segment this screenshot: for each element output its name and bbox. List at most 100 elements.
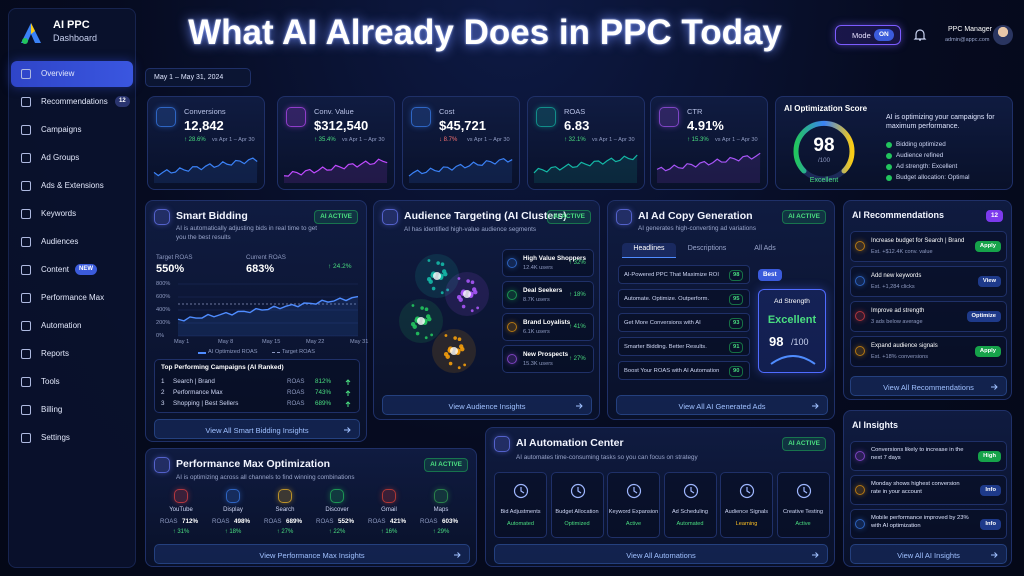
recommendation: Increase budget for Search | Brand Est. +… — [850, 231, 1007, 262]
headline-row: AI-Powered PPC That Maximize ROI 98 — [618, 265, 750, 284]
check-dot — [886, 175, 892, 181]
segment: High Value Shoppers 12.4K users ↑ 32% — [502, 249, 594, 277]
decoration — [576, 487, 581, 494]
kpi-value: 12,842 — [184, 118, 224, 133]
button[interactable]: View All Automations — [494, 544, 828, 564]
campaign-name: Performance Max — [173, 389, 223, 396]
legend-swatch — [272, 352, 280, 353]
decoration — [683, 483, 698, 499]
nav-item[interactable]: Billing — [11, 397, 133, 423]
tab[interactable]: All Ads — [754, 245, 776, 252]
campaign-name: Shopping | Best Sellers — [173, 400, 239, 407]
check-item: Audience refined — [896, 152, 944, 159]
nav-item[interactable]: Keywords — [11, 201, 133, 227]
insight: Monday shows highest conversion rate in … — [850, 475, 1007, 505]
nav-item[interactable]: Content NEW — [11, 257, 133, 283]
nav-item[interactable]: Settings — [11, 425, 133, 451]
decoration — [415, 331, 420, 336]
decoration — [457, 337, 462, 342]
recommendation: Add new keywords Est. +1,284 clicks View — [850, 266, 1007, 297]
rec-action[interactable]: View — [977, 276, 1001, 287]
avatar — [993, 25, 1013, 45]
panel-title: AI Ad Copy Generation — [638, 210, 753, 222]
decoration — [812, 552, 819, 558]
nav-item[interactable]: Ad Groups — [11, 145, 133, 171]
channel-roas: 603% — [442, 518, 459, 525]
check-item: Bidding optimized — [896, 141, 946, 148]
task-icon — [796, 483, 811, 499]
campaign-roas: 812% — [315, 378, 332, 385]
panel-description: AI is optimizing across all channels to … — [176, 474, 355, 481]
mode-toggle[interactable]: Mode ON — [835, 25, 901, 45]
kpi-compare: vs Apr 1 – Apr 30 — [212, 137, 255, 143]
kpi-change: ↑ 15.3% — [687, 137, 709, 143]
date-picker[interactable]: May 1 – May 31, 2024 — [145, 68, 251, 87]
arrow-icon — [454, 552, 461, 558]
button[interactable]: View All AI Insights — [850, 544, 1007, 564]
nav-item[interactable]: Reports — [11, 341, 133, 367]
y-axis-label: 600% — [156, 294, 171, 300]
decoration — [430, 333, 434, 337]
nav-item[interactable]: Automation — [11, 313, 133, 339]
icon — [855, 451, 865, 461]
legend-swatch — [198, 352, 206, 354]
channel-roas: 498% — [234, 518, 251, 525]
rec-action[interactable]: Apply — [974, 346, 1001, 357]
button[interactable]: View Audience Insights — [382, 395, 592, 415]
decoration — [178, 296, 358, 336]
nav-icon — [21, 181, 31, 191]
button[interactable]: View All AI Generated Ads — [616, 395, 828, 415]
nav-item[interactable]: Recommendations 12 — [11, 89, 133, 115]
decoration — [453, 336, 457, 340]
headline-score: 95 — [729, 294, 744, 305]
nav-item[interactable]: Audiences — [11, 229, 133, 255]
nav-label: Overview — [41, 69, 75, 78]
icon — [855, 276, 865, 286]
kpi-compare: vs Apr 1 – Apr 30 — [467, 137, 510, 143]
channel-change: ↑ 22% — [328, 529, 346, 535]
nav-label: Campaigns — [41, 125, 82, 134]
segment: New Prospects 15.3K users ↑ 27% — [502, 345, 594, 373]
headline-row: Automate. Optimize. Outperform. 95 — [618, 289, 750, 308]
rec-detail: 3 ads below average — [871, 319, 923, 325]
icon — [278, 489, 292, 503]
nav-item[interactable]: Performance Max — [11, 285, 133, 311]
rec-action[interactable]: Apply — [974, 241, 1001, 252]
button[interactable]: View All Recommendations — [850, 376, 1007, 396]
rec-detail: Est. +1,284 clicks — [871, 284, 915, 290]
toggle: ON — [874, 29, 894, 41]
brand-subtitle: Dashboard — [53, 33, 98, 43]
icon — [382, 489, 396, 503]
brand: AI PPC — [53, 19, 90, 31]
insights-panel: AI Insights Conversions likely to increas… — [843, 410, 1012, 567]
nav-item[interactable]: Ads & Extensions — [11, 173, 133, 199]
decoration — [424, 307, 429, 312]
icon — [286, 107, 306, 127]
nav-item[interactable]: Overview — [11, 61, 133, 87]
tab[interactable]: Descriptions — [687, 245, 727, 252]
nav-icon — [21, 153, 31, 163]
segment: Deal Seekers 8.7K users ↑ 18% — [502, 281, 594, 309]
channel-name: Maps — [433, 507, 449, 513]
icon — [659, 107, 679, 127]
rec-action[interactable]: Optimize — [966, 311, 1001, 322]
nav-item[interactable]: Campaigns — [11, 117, 133, 143]
decoration — [470, 309, 474, 313]
nav-item[interactable]: Tools — [11, 369, 133, 395]
nav-label: Keywords — [41, 209, 77, 218]
tab[interactable]: Headlines — [622, 243, 676, 259]
task-name: Bid Adjustments — [500, 509, 541, 515]
decoration — [436, 261, 440, 265]
icon — [507, 258, 517, 268]
strength-score: 98 — [769, 334, 784, 349]
button[interactable]: View All Smart Bidding Insights — [154, 419, 360, 439]
segment-name: Brand Loyalists — [523, 319, 571, 326]
icon — [855, 485, 865, 495]
segment-users: 12.4K users — [523, 265, 553, 271]
ai-active-badge: AI ACTIVE — [547, 210, 591, 224]
segment-users: 8.7K users — [523, 297, 550, 303]
button[interactable]: View Performance Max Insights — [154, 544, 470, 564]
task-status: Active — [795, 521, 811, 527]
channel-name: Gmail — [381, 507, 397, 513]
